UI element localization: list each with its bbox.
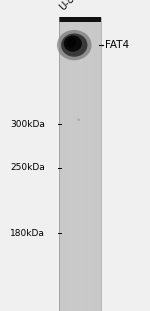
Text: 250kDa: 250kDa: [10, 164, 45, 172]
Bar: [82, 17, 83, 311]
Bar: [79, 17, 80, 311]
Text: FAT4: FAT4: [105, 40, 129, 50]
Bar: [89, 17, 90, 311]
Text: 180kDa: 180kDa: [10, 229, 45, 238]
Bar: [77, 17, 79, 311]
Bar: [87, 17, 89, 311]
Bar: [86, 17, 87, 311]
Ellipse shape: [64, 35, 82, 52]
Bar: [97, 17, 98, 311]
Ellipse shape: [77, 118, 80, 121]
Bar: [92, 17, 93, 311]
Bar: [62, 17, 63, 311]
Bar: [69, 17, 70, 311]
Ellipse shape: [57, 30, 92, 60]
Bar: [94, 17, 96, 311]
Bar: [83, 17, 84, 311]
Bar: [80, 17, 82, 311]
Bar: [65, 17, 66, 311]
Bar: [73, 17, 75, 311]
Bar: [70, 17, 72, 311]
Text: 300kDa: 300kDa: [10, 120, 45, 129]
Bar: [59, 17, 101, 311]
Bar: [84, 17, 86, 311]
Bar: [72, 17, 73, 311]
Bar: [96, 17, 97, 311]
Bar: [100, 17, 101, 311]
Bar: [68, 17, 69, 311]
Bar: [59, 17, 61, 311]
Bar: [90, 17, 92, 311]
Bar: [66, 17, 68, 311]
Bar: [59, 17, 101, 22]
Bar: [61, 17, 62, 311]
Bar: [76, 17, 77, 311]
Bar: [75, 17, 76, 311]
Ellipse shape: [66, 38, 76, 48]
Text: U-87MG: U-87MG: [58, 0, 92, 12]
Ellipse shape: [61, 34, 87, 57]
Bar: [63, 17, 65, 311]
Bar: [93, 17, 94, 311]
Bar: [98, 17, 100, 311]
